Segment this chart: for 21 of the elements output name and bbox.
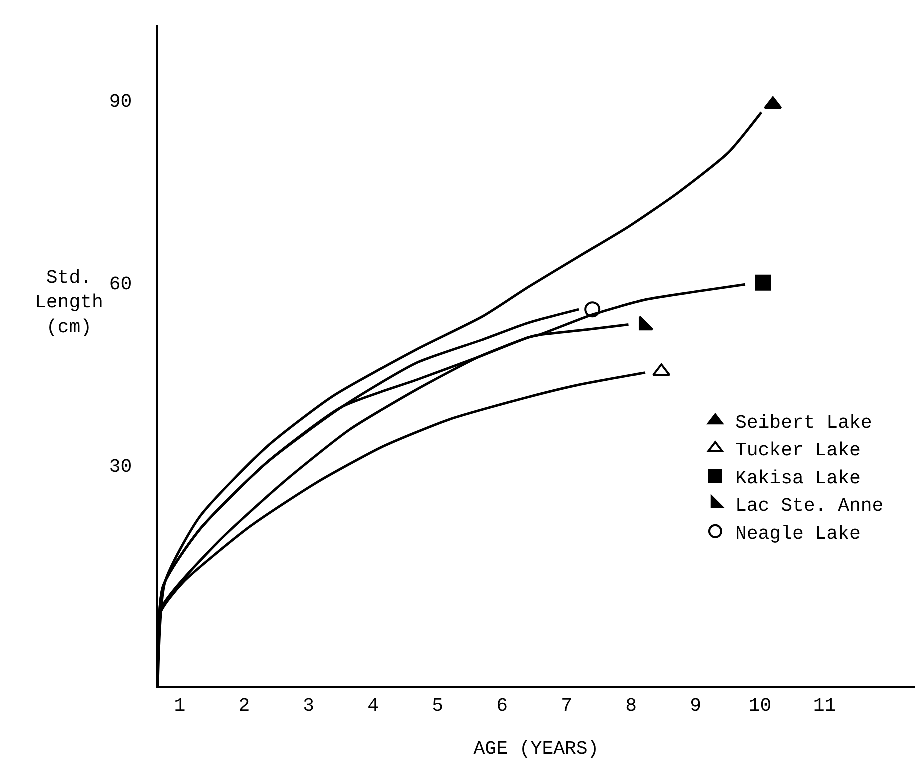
x-tick-label: 11 [813,694,836,717]
x-tick-label: 1 [174,694,186,717]
x-tick-label: 5 [432,694,444,717]
legend-label: Lac Ste. Anne [735,495,884,518]
x-tick-label: 7 [561,694,573,717]
x-axis-title: AGE (YEARS) [474,738,600,760]
y-axis-title: Std. Length (cm) [35,267,104,338]
y-tick-label: 90 [109,91,132,114]
legend-label: Kakisa Lake [735,467,861,490]
legend-label: Neagle Lake [735,522,861,545]
legend-label: Tucker Lake [735,440,861,462]
x-tick-label: 4 [368,694,380,717]
x-tick-label: 6 [496,694,508,717]
y-tick-label: 30 [109,456,132,478]
x-tick-label: 9 [690,694,702,717]
legend-label: Seibert Lake [735,412,872,434]
x-tick-label: 2 [238,694,250,717]
x-tick-label: 3 [303,694,315,717]
y-tick-label: 60 [109,273,132,296]
x-tick-label: 10 [748,694,772,717]
x-tick-label: 8 [626,694,637,717]
